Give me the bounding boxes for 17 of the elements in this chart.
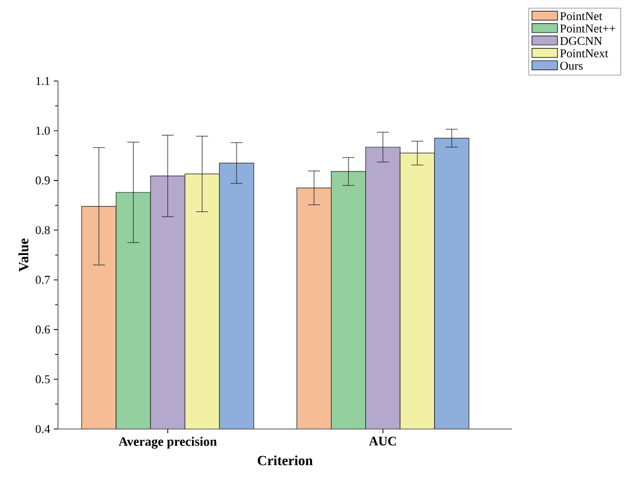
x-tick-label: Average precision: [118, 436, 217, 449]
legend-label: Ours: [560, 62, 583, 70]
y-tick-label: 1.0: [36, 126, 50, 135]
y-tick-label: 1.1: [36, 76, 50, 86]
y-tick-label: 0.6: [36, 326, 50, 334]
x-tick-label: AUC: [369, 436, 396, 446]
y-tick-label: 0.8: [36, 226, 50, 234]
legend-label: PointNet: [560, 12, 602, 20]
y-tick-label: 0.4: [36, 424, 50, 434]
y-tick-label: 0.9: [36, 176, 50, 184]
x-axis-title: Criterion: [258, 455, 313, 466]
y-tick-label: 0.5: [36, 375, 50, 384]
legend-label: PointNext: [560, 49, 608, 58]
y-axis-title: Value: [18, 238, 28, 272]
y-tick-label: 0.7: [36, 276, 50, 284]
legend-label: DGCNN: [560, 36, 602, 45]
legend-label: PointNet++: [560, 24, 616, 33]
